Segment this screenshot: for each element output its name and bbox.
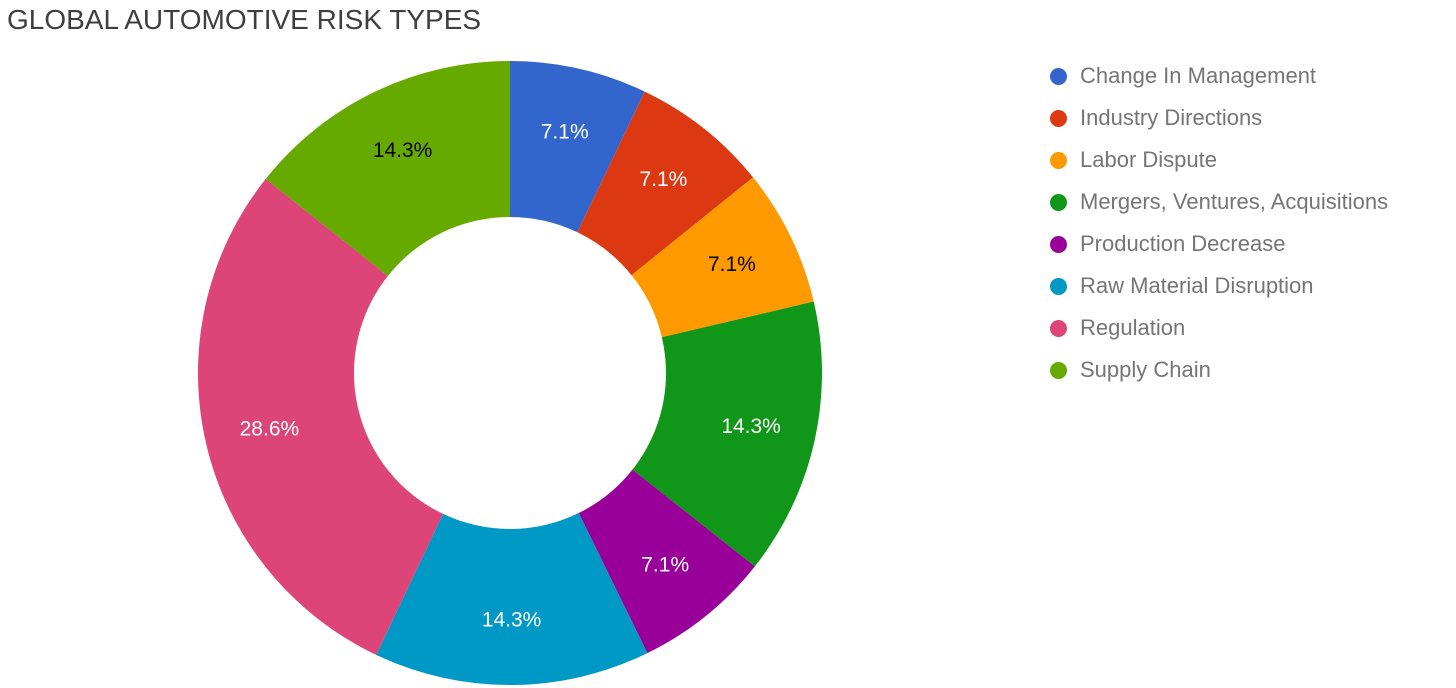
legend-item-regulation[interactable]: Regulation bbox=[1050, 315, 1388, 340]
pie-slice-change-in-management[interactable] bbox=[510, 60, 645, 233]
pie-slice-supply-chain[interactable] bbox=[265, 61, 510, 276]
legend-swatch-icon bbox=[1050, 109, 1067, 127]
legend-swatch-icon bbox=[1050, 235, 1067, 253]
legend-item-supply-chain[interactable]: Supply Chain bbox=[1050, 357, 1388, 382]
pie-slice-raw-material-disruption[interactable] bbox=[376, 513, 648, 685]
legend-item-change-in-management[interactable]: Change In Management bbox=[1050, 63, 1388, 88]
slice-label: 28.6% bbox=[240, 417, 300, 440]
slice-label: 7.1% bbox=[708, 253, 756, 276]
slice-label: 14.3% bbox=[721, 415, 781, 438]
legend-label: Industry Directions bbox=[1080, 105, 1263, 130]
legend-label: Labor Dispute bbox=[1080, 147, 1217, 172]
slice-label: 7.1% bbox=[641, 554, 689, 577]
legend-swatch-icon bbox=[1050, 193, 1067, 211]
legend-item-production-decrease[interactable]: Production Decrease bbox=[1050, 231, 1388, 256]
chart-title: GLOBAL AUTOMOTIVE RISK TYPES bbox=[7, 4, 482, 35]
legend-label: Mergers, Ventures, Acquisitions bbox=[1080, 189, 1389, 214]
legend-swatch-icon bbox=[1050, 67, 1067, 85]
pie-slice-mergers-ventures-acquisitions[interactable] bbox=[632, 301, 822, 567]
pie-slice-industry-directions[interactable] bbox=[577, 91, 754, 276]
pie-slice-production-decrease[interactable] bbox=[578, 469, 755, 654]
slice-label: 14.3% bbox=[373, 139, 433, 162]
pie-slice-regulation[interactable] bbox=[198, 178, 444, 655]
legend-swatch-icon bbox=[1050, 277, 1067, 295]
legend-label: Supply Chain bbox=[1080, 357, 1211, 382]
legend-swatch-icon bbox=[1050, 319, 1067, 337]
legend-item-mergers-ventures-acquisitions[interactable]: Mergers, Ventures, Acquisitions bbox=[1050, 189, 1389, 214]
pie-slice-labor-dispute[interactable] bbox=[631, 177, 814, 338]
legend-swatch-icon bbox=[1050, 361, 1067, 379]
slice-label: 14.3% bbox=[482, 609, 542, 632]
slice-label: 7.1% bbox=[541, 121, 589, 144]
legend-label: Production Decrease bbox=[1080, 231, 1286, 256]
legend-label: Raw Material Disruption bbox=[1080, 273, 1314, 298]
legend-item-industry-directions[interactable]: Industry Directions bbox=[1050, 105, 1388, 130]
legend: Change In Management Industry Directions L… bbox=[1050, 63, 1389, 400]
slice-label: 7.1% bbox=[639, 168, 687, 191]
legend-item-labor-dispute[interactable]: Labor Dispute bbox=[1050, 147, 1388, 172]
legend-swatch-icon bbox=[1050, 151, 1067, 169]
legend-label: Regulation bbox=[1080, 315, 1186, 340]
legend-item-raw-material-disruption[interactable]: Raw Material Disruption bbox=[1050, 273, 1388, 298]
legend-label: Change In Management bbox=[1080, 63, 1317, 88]
